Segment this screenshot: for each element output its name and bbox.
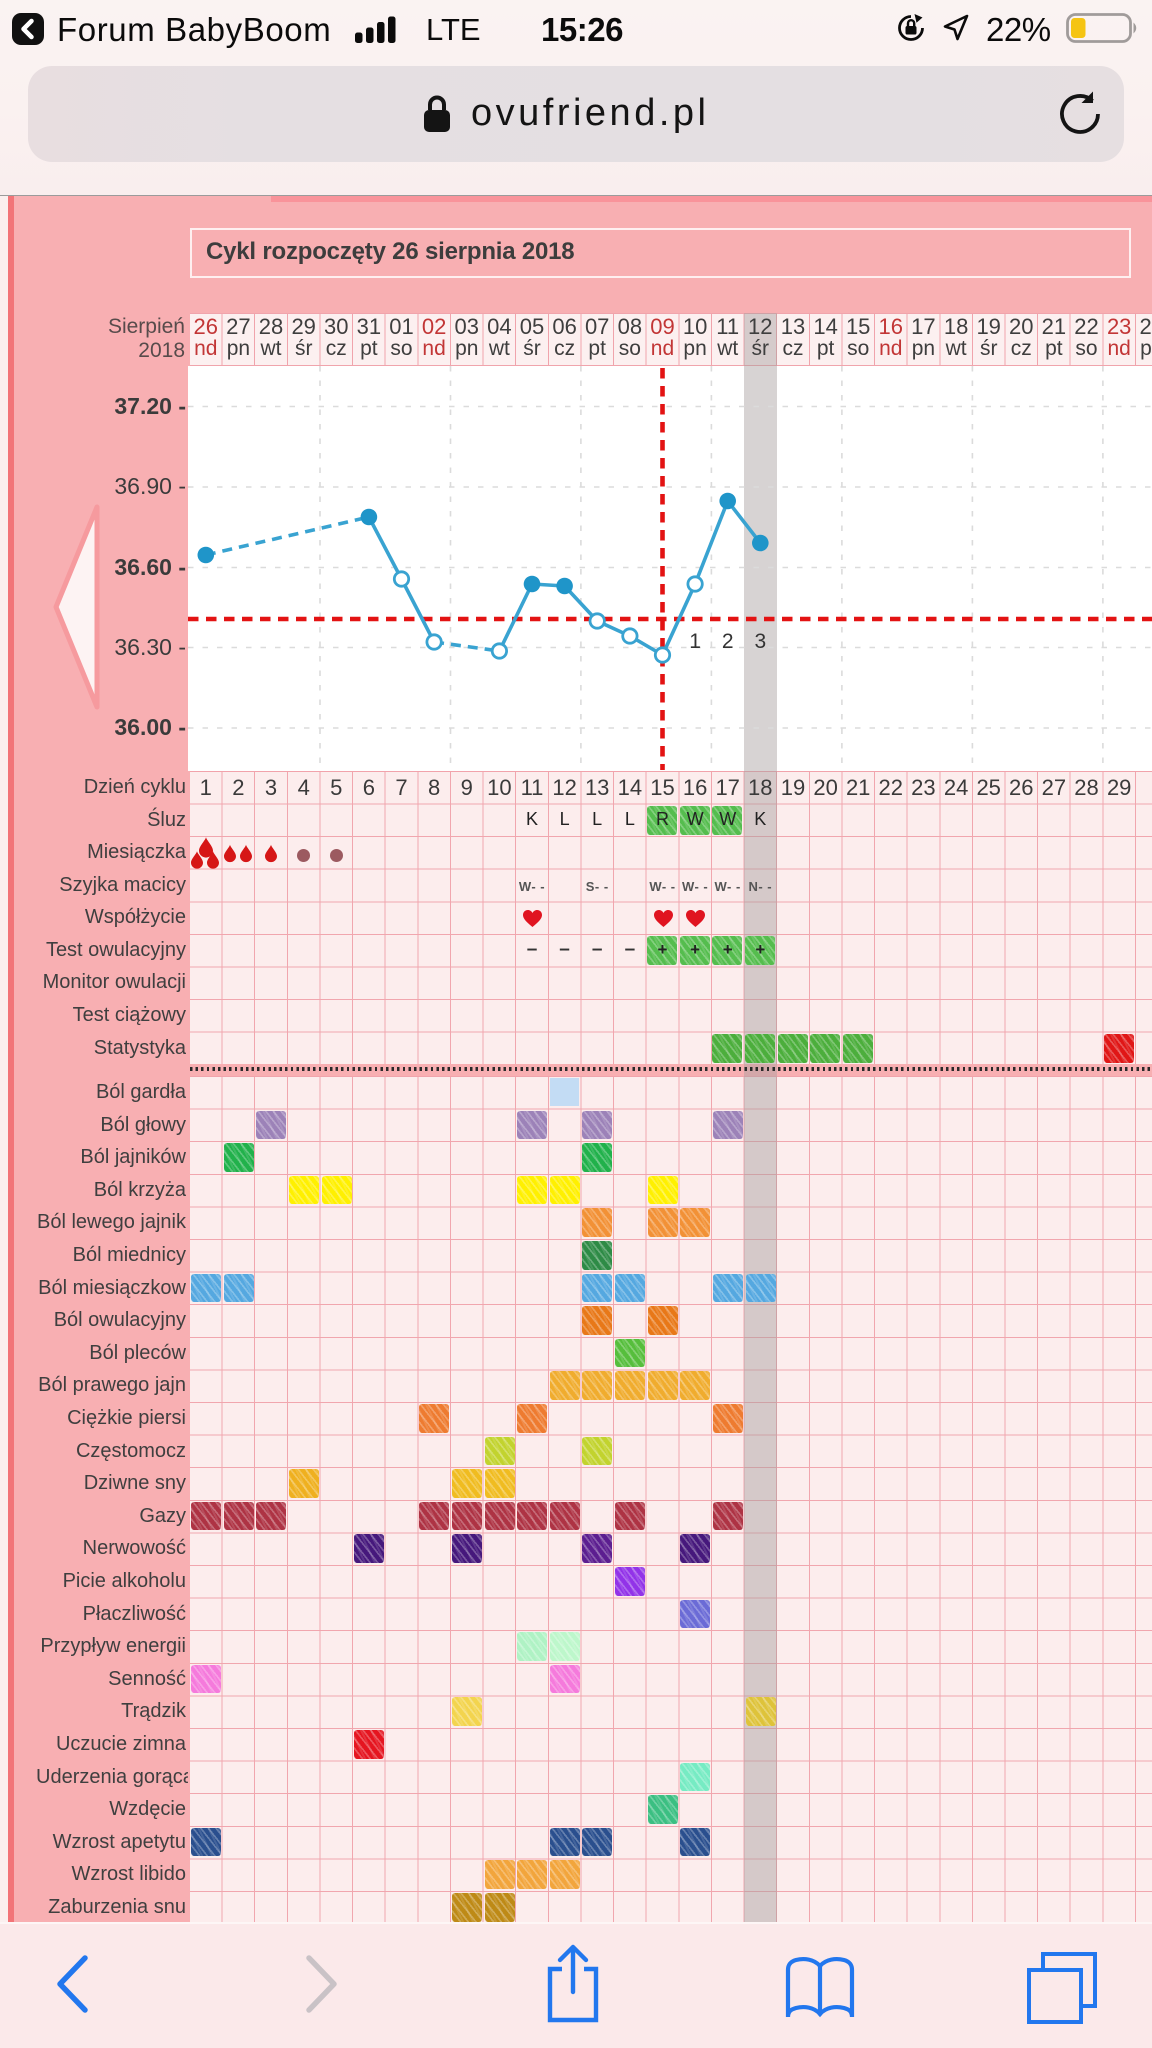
svg-text:1: 1 <box>689 630 701 653</box>
svg-text:2: 2 <box>722 630 734 653</box>
svg-text:3: 3 <box>754 630 766 653</box>
